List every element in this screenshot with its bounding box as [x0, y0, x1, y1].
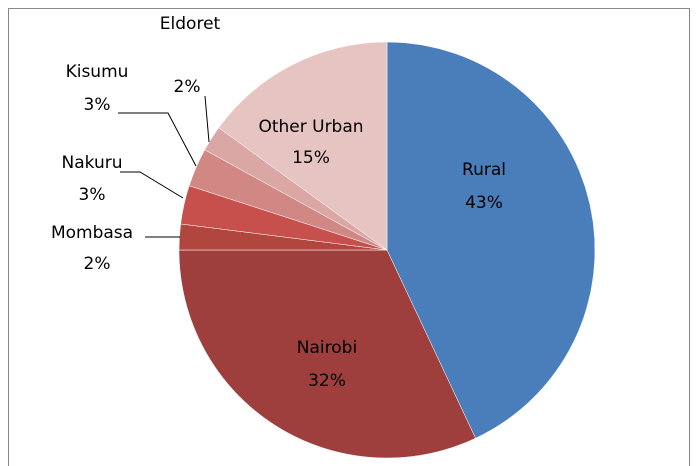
- slice-label: Eldoret: [160, 14, 221, 34]
- slice-value-label: 2%: [84, 254, 111, 274]
- pie-slice: [178, 249, 476, 459]
- leader-line: [120, 171, 184, 199]
- slice-label: Mombasa: [51, 223, 133, 243]
- leader-line: [204, 95, 210, 143]
- slice-value-label: 32%: [308, 371, 346, 391]
- slice-label: Nairobi: [297, 338, 357, 358]
- slice-value-label: 3%: [79, 185, 106, 205]
- slice-label: Rural: [462, 160, 506, 180]
- slice-label: Other Urban: [258, 117, 363, 137]
- slice-value-label: 2%: [174, 77, 201, 97]
- pie-slice: [386, 41, 596, 439]
- slice-value-label: 15%: [292, 148, 330, 168]
- leader-line: [118, 112, 197, 167]
- slice-value-label: 3%: [84, 95, 111, 115]
- slice-label: Nakuru: [62, 153, 123, 173]
- slice-value-label: 43%: [465, 193, 503, 213]
- pie-slice: [218, 41, 388, 251]
- slice-label: Kisumu: [66, 62, 129, 82]
